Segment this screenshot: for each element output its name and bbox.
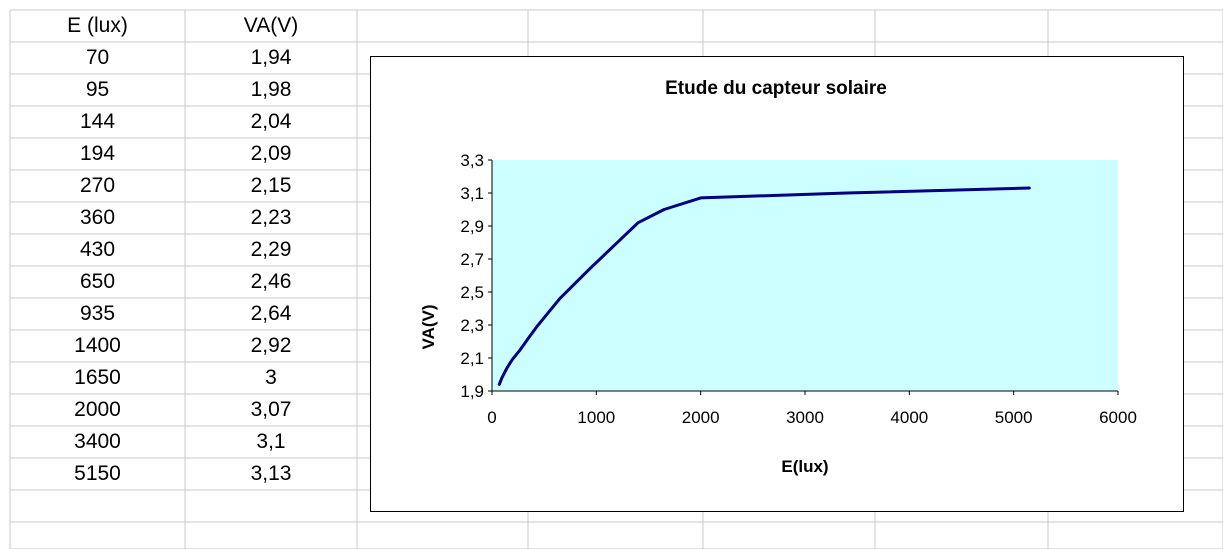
data-point — [662, 208, 666, 211]
y-tick-label: 3,3 — [460, 151, 484, 170]
y-tick-label: 2,1 — [460, 349, 484, 368]
y-tick-label: 1,9 — [460, 382, 484, 401]
x-tick-label: 6000 — [1099, 408, 1137, 427]
table-cell: 5150 — [74, 462, 121, 485]
x-tick-label: 3000 — [786, 408, 824, 427]
y-tick-label: 2,7 — [460, 250, 484, 269]
table-cell: 1400 — [74, 334, 121, 357]
table-cell: 2,09 — [250, 142, 292, 165]
data-point — [498, 383, 501, 386]
y-axis-label: VA(V) — [419, 304, 438, 349]
table-cell: 144 — [79, 110, 116, 133]
data-point — [588, 267, 591, 271]
table-cell: 3,1 — [256, 430, 286, 453]
table-cell: 2,46 — [250, 270, 292, 293]
table-cell: 2,15 — [250, 174, 292, 197]
data-point — [511, 358, 514, 361]
data-point — [518, 348, 522, 351]
data-point — [1028, 186, 1031, 190]
table-cell: 3,07 — [250, 398, 292, 421]
y-tick-label: 2,3 — [460, 316, 484, 335]
data-point — [535, 325, 539, 328]
table-cell: 3 — [265, 366, 277, 389]
table-cell: 194 — [79, 142, 116, 165]
data-point — [528, 335, 531, 338]
data-point — [558, 297, 562, 300]
x-tick-label: 4000 — [890, 408, 928, 427]
x-tick-label: 2000 — [682, 408, 720, 427]
data-point — [500, 376, 504, 379]
x-axis-label: E(lux) — [781, 457, 828, 476]
table-cell: 70 — [85, 46, 110, 69]
data-point — [636, 221, 640, 224]
chart-title: Etude du capteur solaire — [665, 78, 887, 99]
table-cell: 95 — [85, 78, 110, 101]
data-point — [699, 196, 702, 200]
table-header-cell: E (lux) — [67, 14, 128, 37]
table-cell: 1,98 — [250, 78, 292, 101]
data-point — [505, 366, 509, 370]
table-cell: 935 — [79, 302, 116, 325]
table-cell: 2,64 — [250, 302, 292, 325]
x-tick-label: 0 — [487, 408, 496, 427]
table-cell: 1650 — [74, 366, 121, 389]
x-tick-label: 5000 — [995, 408, 1033, 427]
table-cell: 3,13 — [250, 462, 292, 485]
table-cell: 270 — [79, 174, 116, 197]
y-tick-label: 3,1 — [460, 184, 484, 203]
x-tick-label: 1000 — [577, 408, 615, 427]
table-cell: 360 — [79, 206, 116, 229]
series-line — [497, 186, 1031, 386]
table-cell: 2,29 — [250, 238, 292, 261]
data-point — [845, 191, 848, 195]
chart-container[interactable]: Etude du capteur solaire E(lux) VA(V) 1,… — [370, 56, 1184, 512]
table-cell: 1,94 — [250, 46, 292, 69]
y-tick-label: 2,5 — [460, 283, 484, 302]
table-cell: 650 — [79, 270, 116, 293]
chart-svg: Etude du capteur solaire E(lux) VA(V) 1,… — [419, 78, 1137, 476]
table-header-cell: VA(V) — [243, 14, 299, 37]
y-tick-label: 2,9 — [460, 217, 484, 236]
table-cell: 2,92 — [250, 334, 292, 357]
table-cell: 430 — [79, 238, 116, 261]
plot-area — [492, 160, 1118, 391]
table-cell: 2000 — [74, 398, 121, 421]
table-cell: 2,23 — [250, 206, 292, 229]
table-cell: 2,04 — [250, 110, 292, 133]
table-cell: 3400 — [74, 430, 121, 453]
